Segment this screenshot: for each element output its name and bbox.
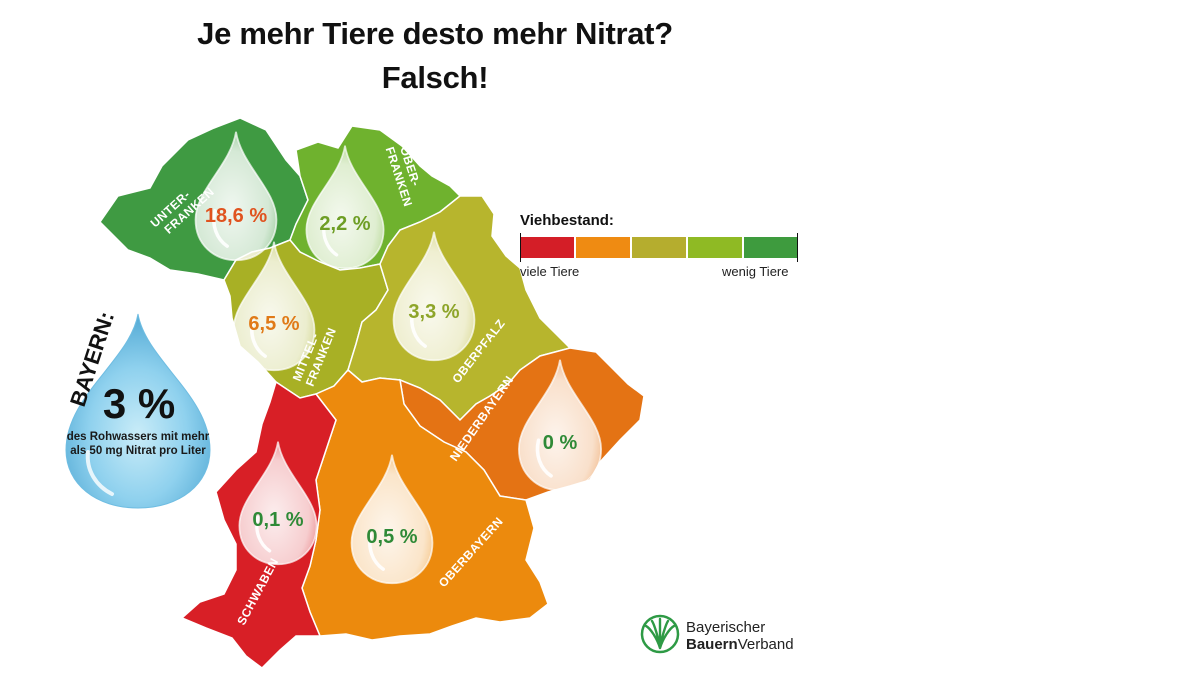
legend-high-label: wenig Tiere	[722, 264, 789, 279]
page-subtitle: Falsch!	[381, 60, 489, 95]
legend-title: Viehbestand:	[520, 212, 614, 229]
logo-text: Bayerischer BauernVerband	[686, 619, 794, 653]
value-niederbayern: 0 %	[543, 432, 578, 454]
bayern-drop	[65, 313, 211, 509]
page-title: Je mehr Tiere desto mehr Nitrat?	[197, 16, 673, 51]
legend-segment	[688, 237, 744, 258]
bayern-value: 3 %	[102, 380, 176, 427]
legend-segment	[744, 237, 798, 258]
logo-line2: BauernVerband	[686, 636, 794, 653]
legend-segment	[576, 237, 632, 258]
wheat-leaf-icon	[640, 614, 680, 654]
bayern-description: des Rohwassers mit mehr als 50 mg Nitrat…	[66, 431, 210, 457]
value-oberpfalz: 3,3 %	[408, 301, 459, 323]
value-mittelfranken: 6,5 %	[248, 313, 299, 335]
legend-color-bar	[520, 237, 798, 258]
value-unterfranken: 18,6 %	[205, 205, 267, 227]
legend-low-label: viele Tiere	[520, 264, 580, 279]
legend-segment	[520, 237, 576, 258]
logo-line1: Bayerischer	[686, 619, 766, 636]
value-oberfranken: 2,2 %	[319, 213, 370, 235]
value-schwaben: 0,1 %	[252, 509, 303, 531]
legend-segment	[632, 237, 688, 258]
value-oberbayern: 0,5 %	[366, 526, 417, 548]
